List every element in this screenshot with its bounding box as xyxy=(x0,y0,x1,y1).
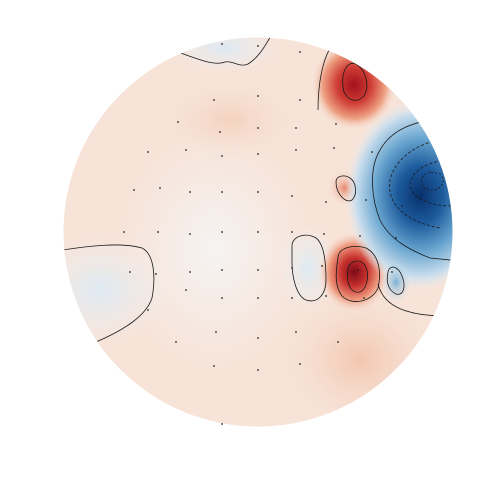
sensor-marker xyxy=(371,151,373,153)
sensor-marker xyxy=(185,149,187,151)
sensor-marker xyxy=(257,369,259,371)
sensor-marker xyxy=(325,201,327,203)
sensor-marker xyxy=(189,271,191,273)
field-layer xyxy=(63,37,453,427)
contour-blue-right-outer xyxy=(372,119,453,263)
contour-left xyxy=(63,244,155,343)
sensor-marker xyxy=(219,131,221,133)
sensor-marker xyxy=(221,297,223,299)
contour-red-middle-outer xyxy=(335,246,380,302)
contour-red-small xyxy=(335,175,356,202)
sensor-marker xyxy=(189,191,191,193)
sensor-marker xyxy=(291,231,293,233)
sensor-marker xyxy=(257,191,259,193)
sensor-marker xyxy=(291,195,293,197)
sensor-marker xyxy=(157,231,159,233)
sensor-marker xyxy=(395,237,397,239)
sensor-marker xyxy=(291,267,293,269)
field-blue-right xyxy=(345,100,453,290)
sensor-marker xyxy=(221,423,223,425)
sensor-marker xyxy=(147,151,149,153)
sensor-marker xyxy=(325,295,327,297)
sensor-marker xyxy=(185,289,187,291)
sensor-marker xyxy=(257,269,259,271)
contour-blue-right-inner xyxy=(409,159,453,207)
sensor-marker xyxy=(363,297,365,299)
field-warm-top xyxy=(160,80,300,160)
sensor-marker xyxy=(299,51,301,53)
sensor-marker xyxy=(221,155,223,157)
sensor-marker xyxy=(299,363,301,365)
sensor-marker xyxy=(401,205,403,207)
sensor-marker xyxy=(147,309,149,311)
sensor-marker xyxy=(257,95,259,97)
sensor-marker xyxy=(155,273,157,275)
sensor-marker xyxy=(177,121,179,123)
field-blue-left xyxy=(63,235,170,345)
field-pale-center xyxy=(120,130,310,370)
head-outline xyxy=(62,36,454,428)
sensor-marker xyxy=(159,187,161,189)
sensor-marker xyxy=(257,297,259,299)
contour-blue-small xyxy=(386,266,405,295)
sensor-marker xyxy=(221,231,223,233)
sensor-marker xyxy=(391,271,393,273)
sensor-marker xyxy=(357,269,359,271)
sensor-marker xyxy=(335,123,337,125)
sensor-marker xyxy=(257,231,259,233)
sensor-marker xyxy=(175,341,177,343)
sensor-marker xyxy=(295,127,297,129)
sensor-marker xyxy=(221,191,223,193)
contour-blue-center xyxy=(291,234,327,302)
sensor-marker xyxy=(321,265,323,267)
contour-blue-core xyxy=(421,171,444,191)
sensor-marker xyxy=(365,199,367,201)
sensor-marker xyxy=(295,149,297,151)
contour-red-middle-inner xyxy=(347,260,368,293)
sensor-marker xyxy=(215,331,217,333)
sensor-marker xyxy=(213,99,215,101)
sensor-marker xyxy=(221,43,223,45)
sensor-marker xyxy=(299,99,301,101)
sensor-marker xyxy=(257,45,259,47)
sensor-marker xyxy=(333,147,335,149)
sensor-marker xyxy=(123,231,125,233)
sensor-marker xyxy=(221,269,223,271)
sensor-marker xyxy=(295,331,297,333)
contour-top-left xyxy=(177,37,273,66)
sensor-marker xyxy=(291,297,293,299)
sensor-marker xyxy=(213,365,215,367)
sensor-marker xyxy=(359,235,361,237)
sensor-marker xyxy=(257,127,259,129)
sensor-marker xyxy=(257,337,259,339)
contour-red-top-inner xyxy=(342,62,368,101)
sensor-marker xyxy=(323,233,325,235)
sensor-marker xyxy=(337,341,339,343)
contour-blue-right-mid xyxy=(389,137,449,229)
sensor-marker xyxy=(133,189,135,191)
sensor-marker xyxy=(189,233,191,235)
sensor-marker xyxy=(257,153,259,155)
sensor-layer xyxy=(123,43,403,425)
sensor-marker xyxy=(129,271,131,273)
